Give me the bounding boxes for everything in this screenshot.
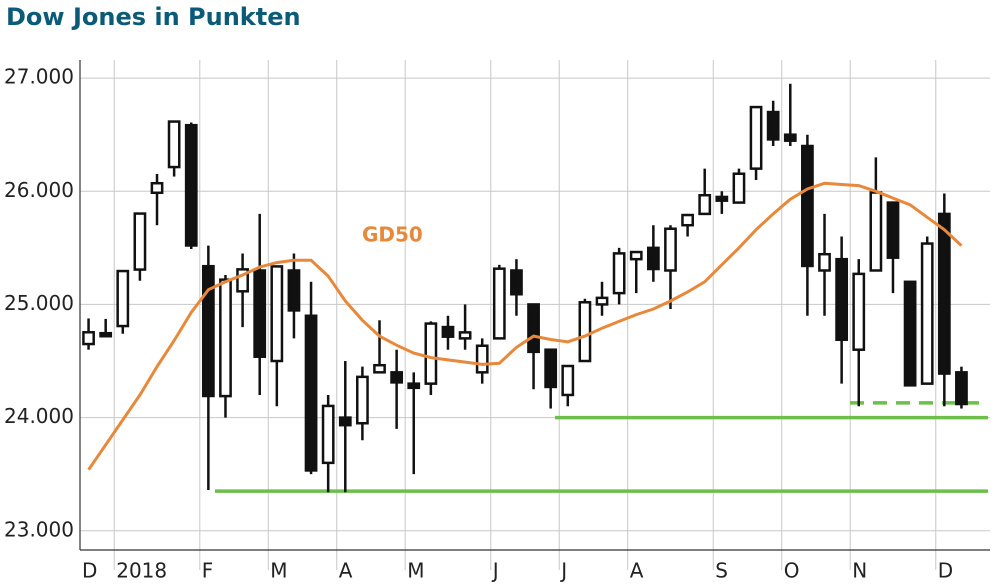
- moving-average-line: [87, 181, 963, 471]
- x-tick-label: A: [630, 559, 644, 583]
- candle-body: [167, 120, 181, 169]
- candle-body: [424, 322, 438, 385]
- candle-body: [955, 371, 968, 406]
- candle-body: [595, 296, 609, 306]
- y-tick-label: 26.000: [4, 178, 74, 202]
- x-tick-label: D: [82, 559, 97, 583]
- candle-body: [749, 105, 763, 170]
- x-tick-label: J: [559, 559, 567, 583]
- x-tick-label: M: [407, 559, 424, 583]
- candle-body: [150, 181, 164, 194]
- candle-body: [133, 212, 147, 271]
- candle-body: [356, 375, 369, 425]
- candle-body: [698, 193, 712, 216]
- candle-body: [219, 278, 232, 398]
- candle-body: [732, 172, 746, 204]
- x-tick-label: M: [270, 559, 287, 583]
- candle-body: [99, 331, 113, 338]
- candle-body: [82, 331, 95, 346]
- candle-body: [783, 133, 797, 142]
- candle-body: [818, 252, 831, 272]
- candle-body: [407, 382, 421, 390]
- candle-body: [681, 213, 694, 227]
- candle-body: [492, 267, 506, 340]
- candle-body: [886, 201, 900, 259]
- candle-body: [458, 331, 472, 340]
- candle-body: [920, 242, 934, 385]
- candle-body: [629, 250, 643, 261]
- candle-body: [116, 269, 130, 328]
- x-tick-label: J: [491, 559, 499, 583]
- candle-body: [766, 110, 780, 141]
- candle-body: [390, 371, 404, 384]
- candle-body: [253, 269, 267, 358]
- x-tick-label: O: [784, 559, 800, 583]
- candle-body: [646, 246, 660, 271]
- candle-body: [338, 416, 352, 427]
- candle-body: [321, 404, 335, 465]
- candle-body: [937, 212, 951, 375]
- candle-body: [527, 303, 540, 354]
- x-tick-label: D: [938, 559, 953, 583]
- y-tick-label: 23.000: [4, 517, 74, 541]
- candle-body: [201, 264, 215, 398]
- candle-body: [184, 123, 198, 247]
- candle-body: [236, 268, 249, 293]
- candle-body: [715, 195, 729, 202]
- candle-body: [304, 314, 318, 472]
- candle-body: [664, 227, 677, 272]
- candle-body: [869, 191, 883, 272]
- y-tick-label: 27.000: [4, 65, 74, 89]
- y-tick-label: 24.000: [4, 404, 74, 428]
- x-tick-label: A: [339, 559, 353, 583]
- candle-body: [441, 325, 455, 338]
- candle-body: [373, 363, 386, 374]
- candle-body: [835, 257, 849, 341]
- candle-body: [544, 348, 558, 389]
- candle-body: [561, 364, 575, 397]
- x-tick-label: N: [852, 559, 867, 583]
- y-tick-label: 25.000: [4, 291, 74, 315]
- candle-body: [475, 344, 489, 374]
- candle-body: [612, 252, 626, 295]
- candle-body: [287, 269, 301, 312]
- candle-body: [903, 280, 917, 387]
- candle-body: [852, 272, 866, 351]
- chart-title: Dow Jones in Punkten: [6, 3, 301, 31]
- x-tick-label: 2018: [116, 559, 167, 583]
- candle-body: [578, 301, 592, 363]
- x-tick-label: S: [715, 559, 728, 583]
- x-tick-label: F: [202, 559, 214, 583]
- candle-body: [510, 269, 523, 296]
- candle-body: [270, 265, 284, 363]
- candle-body: [801, 144, 814, 268]
- series-label: GD50: [362, 223, 423, 247]
